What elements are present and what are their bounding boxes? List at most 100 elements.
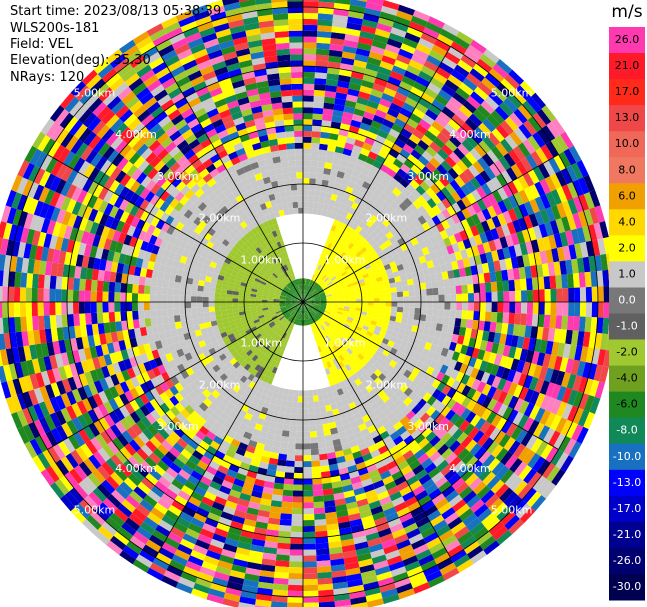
velocity-bin [240, 281, 247, 287]
velocity-bin [303, 172, 310, 179]
velocity-bin [226, 290, 234, 295]
velocity-bin [331, 321, 338, 327]
velocity-bin [96, 302, 103, 313]
velocity-bin [340, 373, 348, 381]
velocity-bin [304, 290, 307, 297]
velocity-bin [307, 295, 313, 299]
velocity-bin [196, 290, 204, 297]
velocity-bin [307, 305, 313, 310]
velocity-bin [292, 273, 296, 280]
velocity-bin [251, 288, 258, 293]
velocity-bin [286, 401, 293, 408]
velocity-bin [252, 339, 260, 346]
velocity-bin [379, 353, 388, 361]
velocity-bin [372, 313, 379, 318]
velocity-bin [286, 314, 292, 320]
velocity-bin [67, 289, 74, 302]
velocity-bin [297, 408, 303, 415]
velocity-bin [306, 284, 309, 291]
velocity-bin [396, 286, 403, 293]
velocity-bin [304, 313, 306, 320]
velocity-bin [454, 318, 462, 327]
velocity-bin [379, 254, 388, 262]
velocity-bin [318, 291, 325, 295]
velocity-bin [259, 345, 266, 353]
velocity-bin [543, 314, 551, 328]
velocity-bin [313, 269, 318, 276]
velocity-bin [424, 275, 432, 283]
velocity-bin [215, 368, 225, 377]
velocity-bin [316, 36, 331, 44]
velocity-bin [286, 263, 291, 270]
velocity-bin [309, 318, 313, 324]
velocity-bin [298, 390, 303, 397]
velocity-bin [283, 312, 290, 317]
velocity-bin [334, 382, 342, 391]
velocity-bin [350, 334, 358, 341]
velocity-bin [266, 328, 273, 334]
velocity-bin [259, 260, 266, 267]
velocity-bin [226, 354, 235, 362]
velocity-bin [344, 364, 352, 372]
velocity-bin [331, 231, 338, 239]
velocity-bin [179, 308, 186, 315]
velocity-bin [325, 386, 333, 394]
velocity-bin [268, 252, 275, 259]
velocity-bin [295, 437, 303, 444]
velocity-bin [284, 313, 290, 318]
velocity-bin [319, 332, 324, 339]
velocity-bin [239, 228, 248, 237]
velocity-bin [274, 308, 281, 312]
velocity-bin [269, 224, 276, 232]
velocity-bin [241, 320, 248, 326]
velocity-bin [449, 286, 457, 295]
velocity-bin [313, 322, 318, 329]
velocity-bin [332, 303, 339, 306]
velocity-bin [281, 309, 288, 313]
velocity-bin [303, 77, 315, 84]
velocity-bin [234, 334, 242, 341]
velocity-bin [355, 250, 363, 258]
velocity-bin [312, 282, 317, 288]
velocity-bin [280, 324, 286, 331]
velocity-bin [279, 155, 289, 163]
velocity-bin [288, 166, 297, 173]
velocity-bin [375, 276, 383, 283]
velocity-bin [323, 277, 330, 283]
velocity-bin [288, 437, 296, 444]
velocity-bin [388, 277, 396, 284]
velocity-bin [390, 311, 397, 317]
velocity-bin [250, 336, 258, 343]
velocity-bin [339, 329, 346, 336]
velocity-bin [288, 275, 293, 282]
velocity-bin [332, 337, 339, 344]
velocity-bin [391, 306, 398, 312]
velocity-bin [369, 260, 377, 268]
velocity-bin [362, 224, 371, 232]
velocity-bin [473, 302, 480, 312]
velocity-bin [331, 306, 338, 310]
velocity-bin [335, 326, 342, 332]
velocity-bin [223, 321, 231, 328]
velocity-bin [360, 328, 368, 335]
velocity-bin [289, 48, 303, 55]
velocity-bin [382, 319, 390, 325]
velocity-bin [283, 257, 289, 265]
velocity-bin [281, 345, 287, 352]
velocity-bin [247, 222, 255, 231]
velocity-bin [425, 315, 433, 323]
velocity-bin [322, 322, 328, 329]
velocity-bin [213, 268, 221, 275]
velocity-bin [239, 331, 247, 338]
velocity-bin [341, 237, 349, 245]
velocity-bin [273, 281, 280, 286]
velocity-bin [317, 161, 326, 168]
velocity-bin [260, 380, 267, 389]
velocity-bin [343, 205, 352, 213]
velocity-bin [285, 321, 291, 327]
velocity-bin [343, 306, 350, 310]
velocity-bin [303, 461, 312, 468]
velocity-bin [330, 384, 337, 392]
velocity-bin [297, 201, 303, 208]
velocity-bin [274, 256, 280, 263]
